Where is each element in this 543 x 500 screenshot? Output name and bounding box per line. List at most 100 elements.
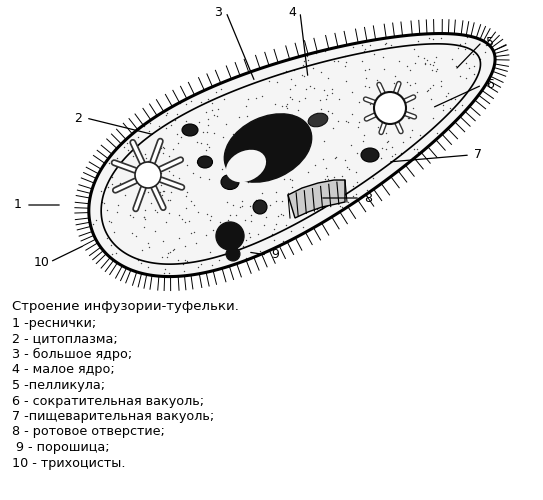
Point (345, 165, 353, 173)
Point (186, 228, 195, 236)
Point (288, 96, 296, 104)
Point (105, 216, 113, 224)
Point (399, 138, 408, 146)
Point (312, 48, 320, 56)
Ellipse shape (224, 114, 312, 182)
Point (407, 126, 416, 134)
Point (365, 83, 374, 91)
Point (274, 118, 282, 126)
Point (144, 243, 153, 251)
Text: 1 -реснички;: 1 -реснички; (12, 317, 96, 330)
Point (174, 140, 182, 147)
Point (370, 50, 379, 58)
Point (255, 152, 263, 160)
Point (159, 186, 167, 194)
Point (382, 40, 391, 48)
Point (468, 50, 477, 58)
Point (363, 186, 371, 194)
Point (451, 94, 459, 102)
Point (229, 200, 238, 208)
Point (457, 100, 466, 108)
Point (286, 138, 295, 146)
Point (436, 82, 445, 90)
Point (236, 246, 244, 254)
Point (266, 201, 275, 209)
Point (246, 233, 255, 241)
Point (108, 180, 116, 188)
Point (241, 236, 250, 244)
Point (274, 172, 283, 180)
Point (244, 178, 252, 186)
Ellipse shape (308, 113, 328, 127)
Point (175, 210, 184, 218)
Point (359, 137, 368, 145)
Point (150, 174, 159, 182)
Point (315, 96, 324, 104)
Point (103, 183, 112, 191)
Point (298, 70, 306, 78)
Point (100, 161, 109, 169)
Point (304, 56, 313, 64)
Point (286, 93, 295, 101)
Point (155, 122, 163, 130)
Point (234, 166, 243, 174)
Text: 8: 8 (364, 192, 372, 204)
Point (481, 48, 490, 56)
Point (171, 116, 180, 124)
Point (107, 241, 116, 249)
Point (447, 54, 456, 62)
Point (316, 112, 325, 120)
Point (232, 225, 241, 233)
Point (362, 74, 370, 82)
Point (413, 148, 422, 156)
Point (233, 250, 242, 258)
Point (143, 264, 152, 272)
Point (171, 180, 179, 188)
Point (432, 67, 440, 75)
Point (206, 212, 215, 220)
Point (161, 177, 170, 185)
Point (180, 256, 189, 264)
Point (128, 137, 137, 145)
Point (455, 72, 464, 80)
Point (217, 230, 226, 238)
Point (325, 194, 334, 202)
Point (406, 81, 415, 89)
Point (257, 92, 266, 100)
Point (161, 265, 169, 273)
Point (210, 128, 218, 136)
Point (446, 104, 454, 112)
Point (168, 171, 177, 179)
Point (446, 106, 455, 114)
Point (330, 57, 338, 65)
Point (215, 218, 224, 226)
Point (220, 244, 229, 252)
Point (176, 99, 185, 107)
Point (222, 164, 230, 172)
Point (201, 108, 210, 116)
Point (236, 129, 245, 137)
Point (328, 86, 337, 94)
Point (292, 208, 300, 216)
Point (163, 196, 172, 204)
Point (238, 158, 247, 166)
Point (432, 52, 440, 60)
Point (444, 89, 452, 97)
Point (134, 268, 142, 276)
Point (323, 172, 332, 180)
Point (280, 175, 288, 183)
Point (352, 178, 361, 186)
Point (140, 213, 149, 221)
Point (107, 250, 116, 258)
Point (410, 145, 419, 153)
Point (456, 40, 464, 48)
Point (160, 144, 168, 152)
Point (341, 52, 350, 60)
Point (369, 174, 377, 182)
Point (437, 34, 446, 42)
Point (125, 212, 134, 220)
Point (180, 267, 189, 275)
Point (271, 197, 280, 205)
Point (108, 173, 116, 181)
Point (271, 100, 280, 108)
